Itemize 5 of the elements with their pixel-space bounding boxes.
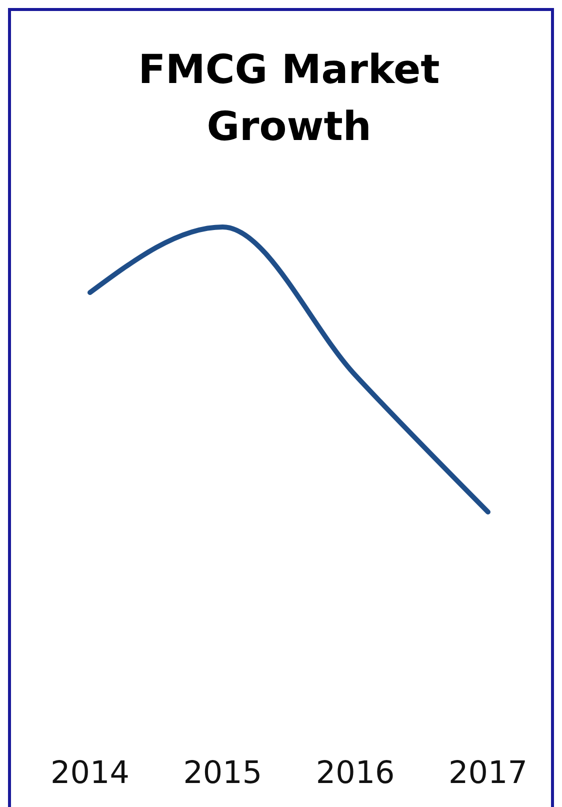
x-tick-label: 2017 [448,755,528,791]
x-tick-label: 2015 [183,755,262,791]
x-tick-label: 2016 [316,755,395,791]
x-tick-label: 2014 [50,755,130,791]
chart-title: FMCG Market Growth [138,47,440,150]
